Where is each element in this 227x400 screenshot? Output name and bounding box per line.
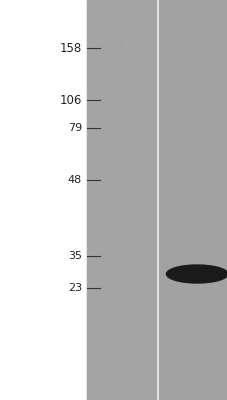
Ellipse shape xyxy=(166,265,227,283)
Text: 23: 23 xyxy=(68,283,82,293)
Bar xyxy=(86,0,227,400)
Text: 106: 106 xyxy=(59,94,82,106)
Bar xyxy=(86,0,158,400)
Text: 79: 79 xyxy=(68,123,82,133)
Text: 158: 158 xyxy=(59,42,82,54)
Text: 48: 48 xyxy=(68,175,82,185)
Bar xyxy=(158,0,227,400)
Text: 35: 35 xyxy=(68,251,82,261)
